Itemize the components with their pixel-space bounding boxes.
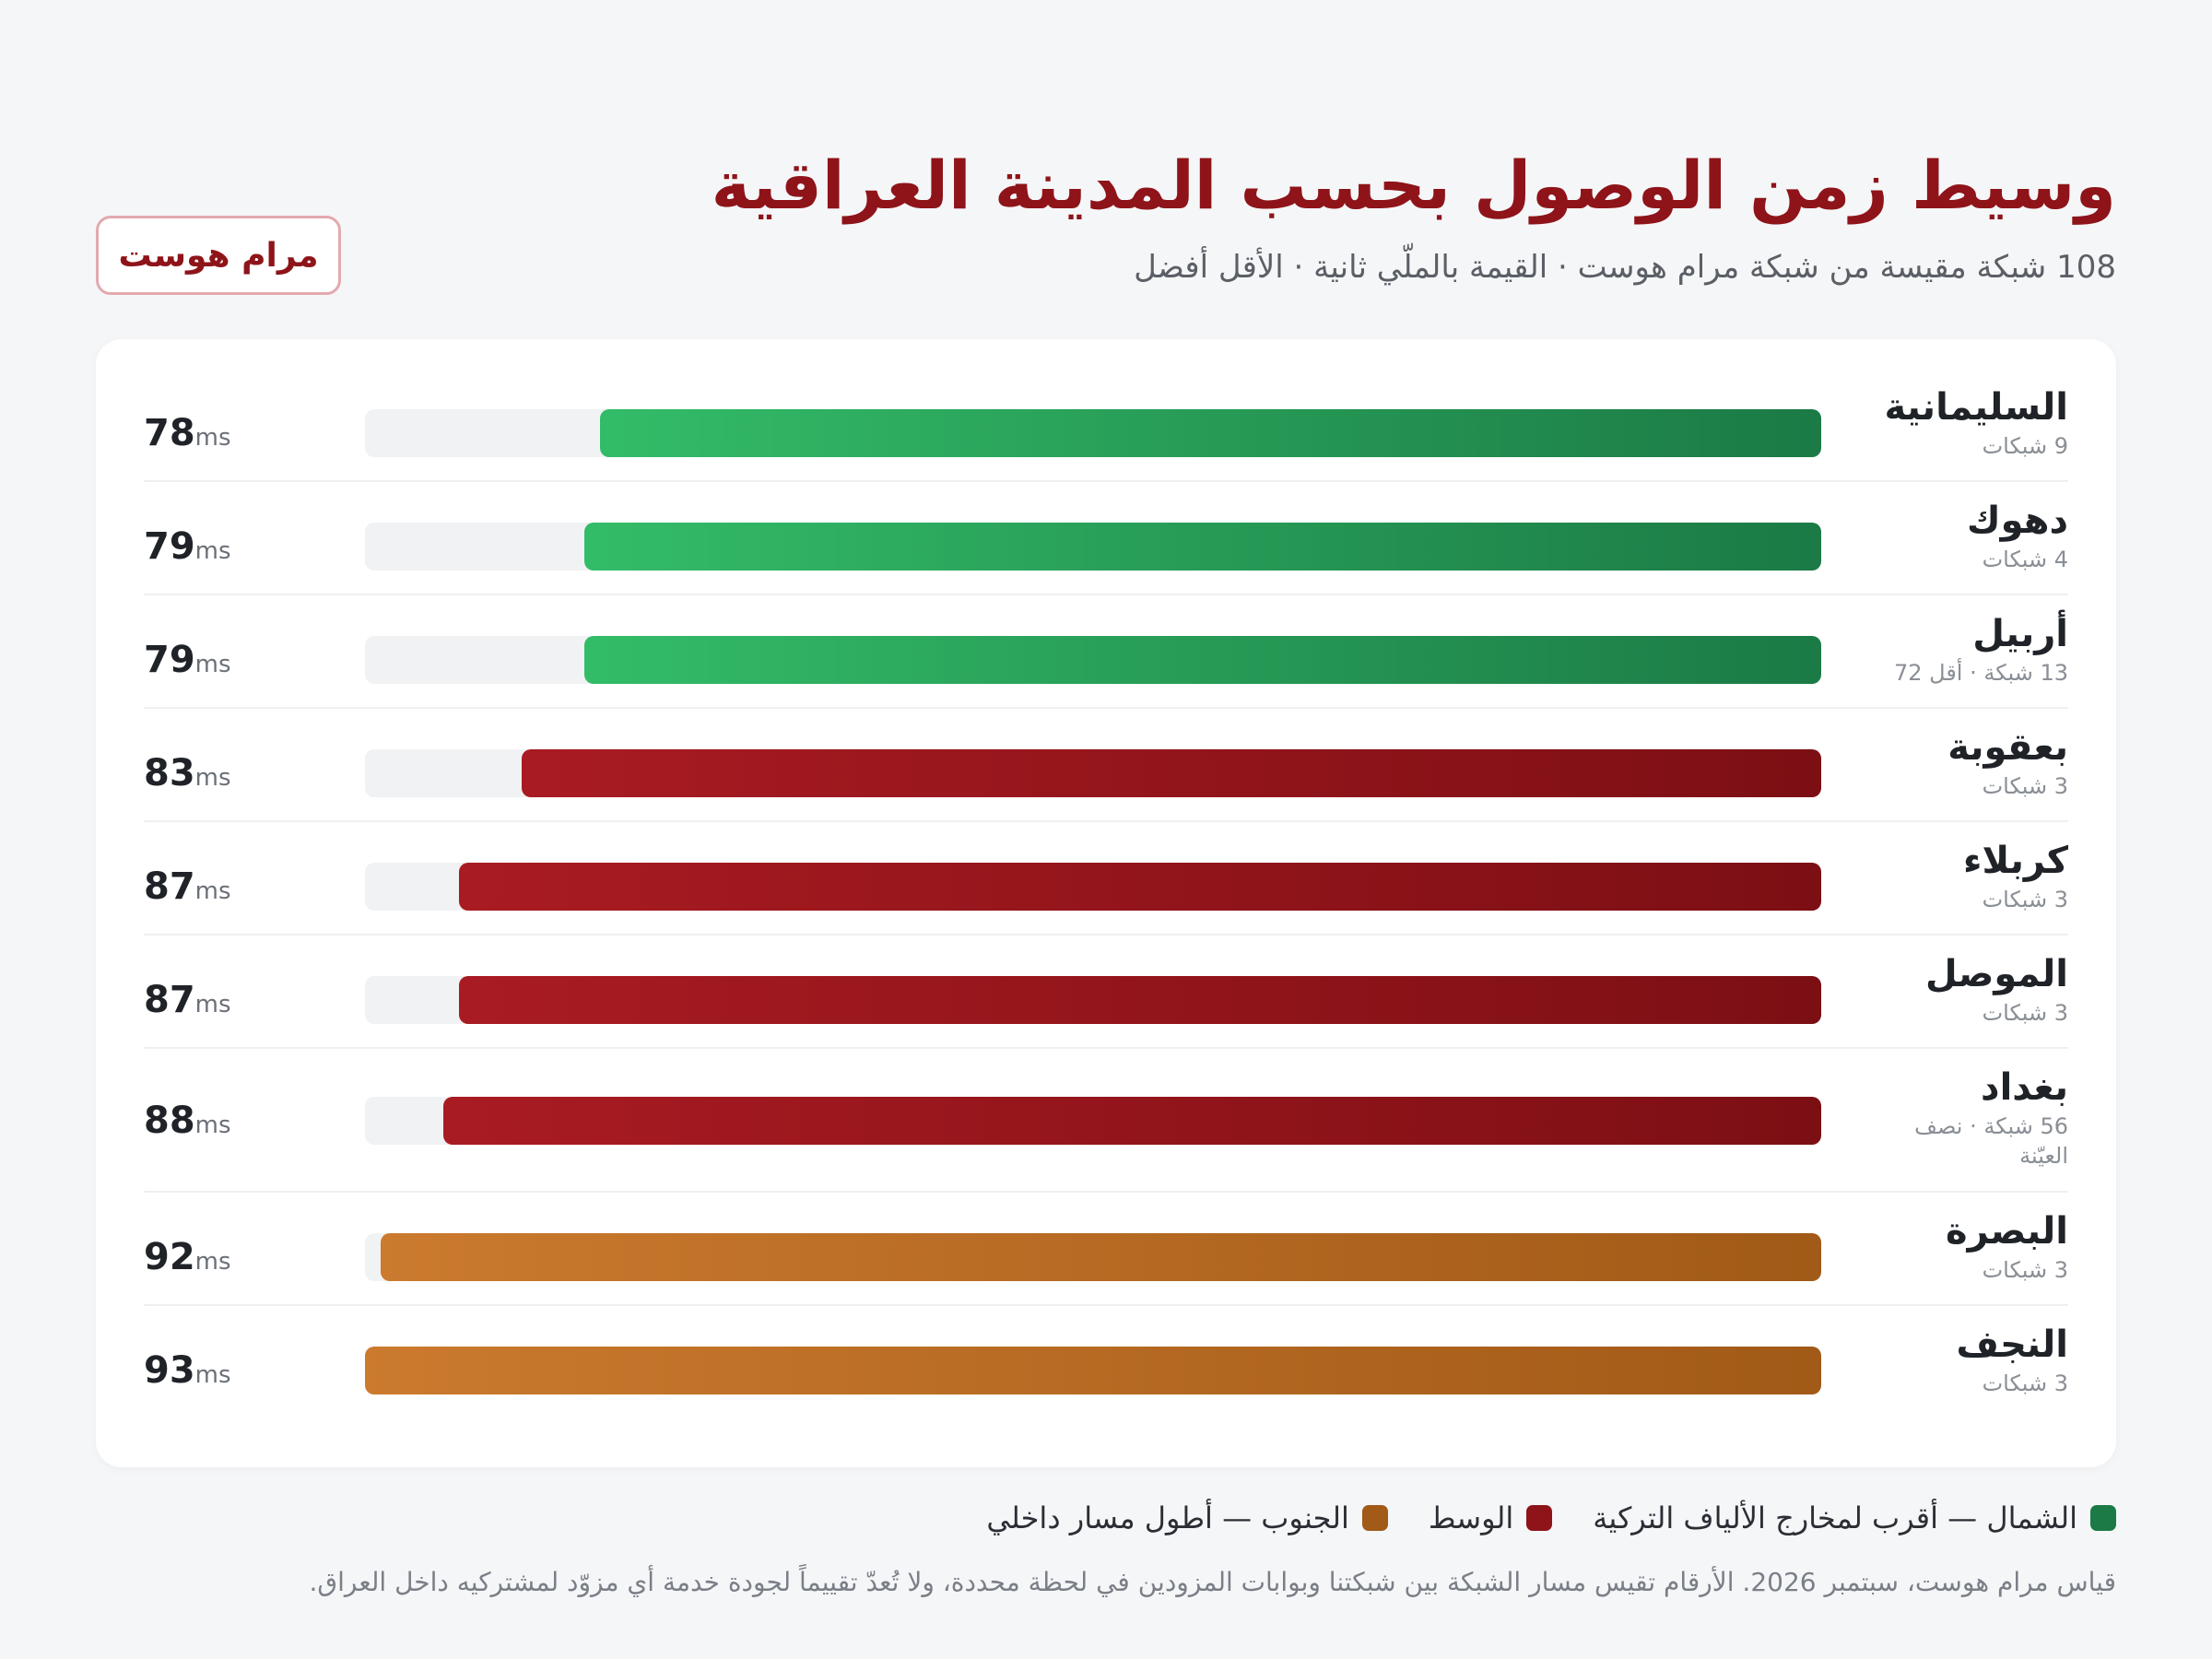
legend-item-north: الشمال — أقرب لمخارج الألياف التركية <box>1593 1500 2116 1535</box>
bar <box>459 863 1821 911</box>
value-label: 88ms <box>144 1102 328 1139</box>
value-label: 87ms <box>144 982 328 1018</box>
city-network-count: 3 شبكات <box>1982 1371 2068 1396</box>
value-number: 78 <box>144 412 195 454</box>
value-number: 92 <box>144 1236 195 1278</box>
value-label: 79ms <box>144 641 328 678</box>
legend-swatch <box>1526 1505 1553 1531</box>
value-label: 78ms <box>144 415 328 452</box>
city-label: بعقوبة <box>1947 726 2068 769</box>
legend-label: الوسط <box>1428 1500 1514 1535</box>
bar-track <box>365 1233 1821 1281</box>
value-number: 83 <box>144 752 195 794</box>
value-label: 79ms <box>144 528 328 565</box>
city-network-count: 3 شبكات <box>1982 1000 2068 1026</box>
bar-track <box>365 409 1821 457</box>
city-network-count: 9 شبكات <box>1982 433 2068 459</box>
legend-item-central: الوسط <box>1428 1500 1553 1535</box>
value-number: 88 <box>144 1100 195 1142</box>
bar-track <box>365 749 1821 797</box>
value-label: 92ms <box>144 1239 328 1276</box>
value-label: 83ms <box>144 755 328 792</box>
legend: الشمال — أقرب لمخارج الألياف التركية الو… <box>986 1500 2116 1535</box>
legend-swatch <box>1361 1505 1388 1531</box>
city-label: البصرة <box>1946 1210 2068 1253</box>
bar-track <box>365 863 1821 911</box>
city-network-count: 13 شبكة · أقل 72 <box>1893 660 2068 686</box>
city-network-count: 56 شبكة · نصف العيّنة <box>1914 1113 2068 1170</box>
city-network-count: 3 شبكات <box>1982 1257 2068 1283</box>
bar <box>522 749 1821 797</box>
value-number: 93 <box>144 1349 195 1392</box>
value-unit: ms <box>194 1112 231 1139</box>
bar-track <box>365 976 1821 1024</box>
city-label: السليمانية <box>1884 386 2068 429</box>
bar-row: دهوك 4 شبكات 79ms <box>144 482 2068 595</box>
bar-row: أربيل 13 شبكة · أقل 72 79ms <box>144 595 2068 709</box>
bar <box>584 523 1821 571</box>
value-number: 87 <box>144 865 195 908</box>
city-label: بغداد <box>1981 1066 2068 1109</box>
value-unit: ms <box>194 877 231 905</box>
value-unit: ms <box>194 991 231 1018</box>
value-unit: ms <box>194 1361 231 1389</box>
value-label: 87ms <box>144 868 328 905</box>
bar <box>443 1097 1821 1145</box>
value-unit: ms <box>194 537 231 565</box>
bar-track <box>365 523 1821 571</box>
value-unit: ms <box>194 764 231 792</box>
footnote: قياس مرام هوست، سبتمبر 2026. الأرقام تقي… <box>309 1567 2116 1597</box>
legend-item-south: الجنوب — أطول مسار داخلي <box>986 1500 1388 1535</box>
value-number: 79 <box>144 525 195 568</box>
city-label: كربلاء <box>1963 840 2068 882</box>
value-unit: ms <box>194 1248 231 1276</box>
city-network-count: 3 شبكات <box>1982 887 2068 912</box>
city-label: دهوك <box>1967 500 2068 542</box>
bar-row: النجف 3 شبكات 93ms <box>144 1306 2068 1419</box>
bar-row: البصرة 3 شبكات 92ms <box>144 1193 2068 1306</box>
chart-title: وسيط زمن الوصول بحسب المدينة العراقية <box>711 147 2116 224</box>
brand-badge: مرام هوست <box>96 216 341 295</box>
city-network-count: 4 شبكات <box>1982 547 2068 572</box>
value-label: 93ms <box>144 1352 328 1389</box>
legend-label: الشمال — أقرب لمخارج الألياف التركية <box>1593 1500 2077 1535</box>
bar-row: بعقوبة 3 شبكات 83ms <box>144 709 2068 822</box>
bar-row: كربلاء 3 شبكات 87ms <box>144 822 2068 935</box>
legend-label: الجنوب — أطول مسار داخلي <box>986 1500 1349 1535</box>
city-label: أربيل <box>1972 613 2068 655</box>
bar <box>381 1233 1821 1281</box>
legend-swatch <box>2090 1505 2116 1531</box>
city-network-count: 3 شبكات <box>1982 773 2068 799</box>
chart-subtitle: 108 شبكة مقيسة من شبكة مرام هوست · القيم… <box>1134 249 2116 286</box>
chart-card: السليمانية 9 شبكات 78ms دهوك 4 شبكات 79m… <box>96 339 2116 1467</box>
bar-track <box>365 1347 1821 1394</box>
city-label: الموصل <box>1925 953 2068 995</box>
value-number: 79 <box>144 639 195 681</box>
value-unit: ms <box>194 424 231 452</box>
bar <box>600 409 1821 457</box>
bar <box>584 636 1821 684</box>
value-unit: ms <box>194 651 231 678</box>
city-label: النجف <box>1956 1324 2068 1366</box>
bar-track <box>365 1097 1821 1145</box>
bar-row: الموصل 3 شبكات 87ms <box>144 935 2068 1049</box>
bar-row: السليمانية 9 شبكات 78ms <box>144 369 2068 482</box>
bar-row: بغداد 56 شبكة · نصف العيّنة 88ms <box>144 1049 2068 1193</box>
bar <box>459 976 1821 1024</box>
bar <box>365 1347 1821 1394</box>
value-number: 87 <box>144 979 195 1021</box>
bar-track <box>365 636 1821 684</box>
